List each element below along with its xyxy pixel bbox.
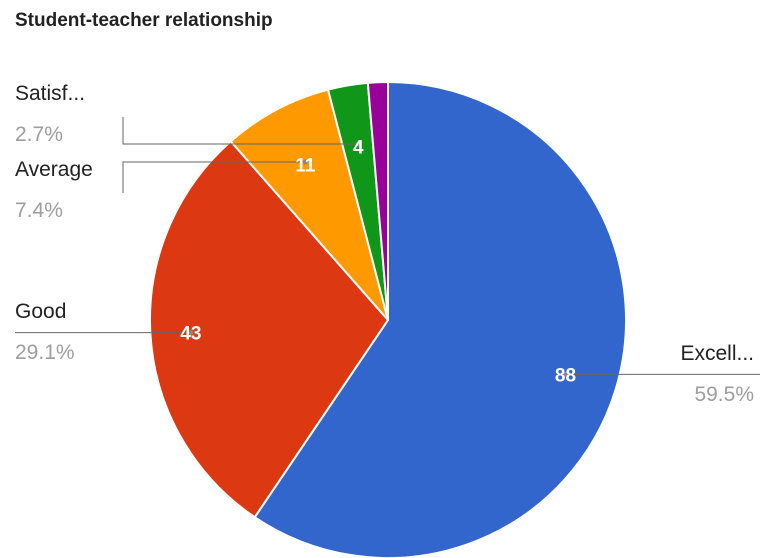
value-labels: 88 43 11 4 [180,137,576,386]
leader-line-satisf [122,117,359,145]
leader-dot-good [188,330,194,336]
outer-labels: Excell... 59.5% Good 29.1% Average 7.4% Satisf… [15,82,754,406]
leader-dot-average [302,159,308,165]
leader-line-average [122,161,306,193]
label-percent-average: 7.4% [15,199,63,222]
pie-slices [149,80,627,558]
label-percent-satisf: 2.7% [15,123,63,146]
slice-other-4[interactable] [366,80,389,321]
label-name-average: Average [15,158,93,181]
label-percent-good: 29.1% [15,341,75,364]
chart-title: Student-teacher relationship [15,10,273,31]
slice-good[interactable] [149,139,390,519]
slice-average[interactable] [229,88,389,321]
label-name-satisf: Satisf... [15,82,85,105]
label-name-excell: Excell... [680,342,754,365]
value-label-excell: 88 [555,365,576,386]
value-label-good: 43 [180,324,201,345]
leader-dot-excell [563,371,569,377]
label-name-good: Good [15,300,66,323]
leader-lines [15,117,760,377]
leader-dot-satisf [355,141,361,147]
label-percent-excell: 59.5% [694,383,754,406]
value-label-satisf: 4 [353,137,364,158]
value-label-average: 11 [295,155,316,176]
